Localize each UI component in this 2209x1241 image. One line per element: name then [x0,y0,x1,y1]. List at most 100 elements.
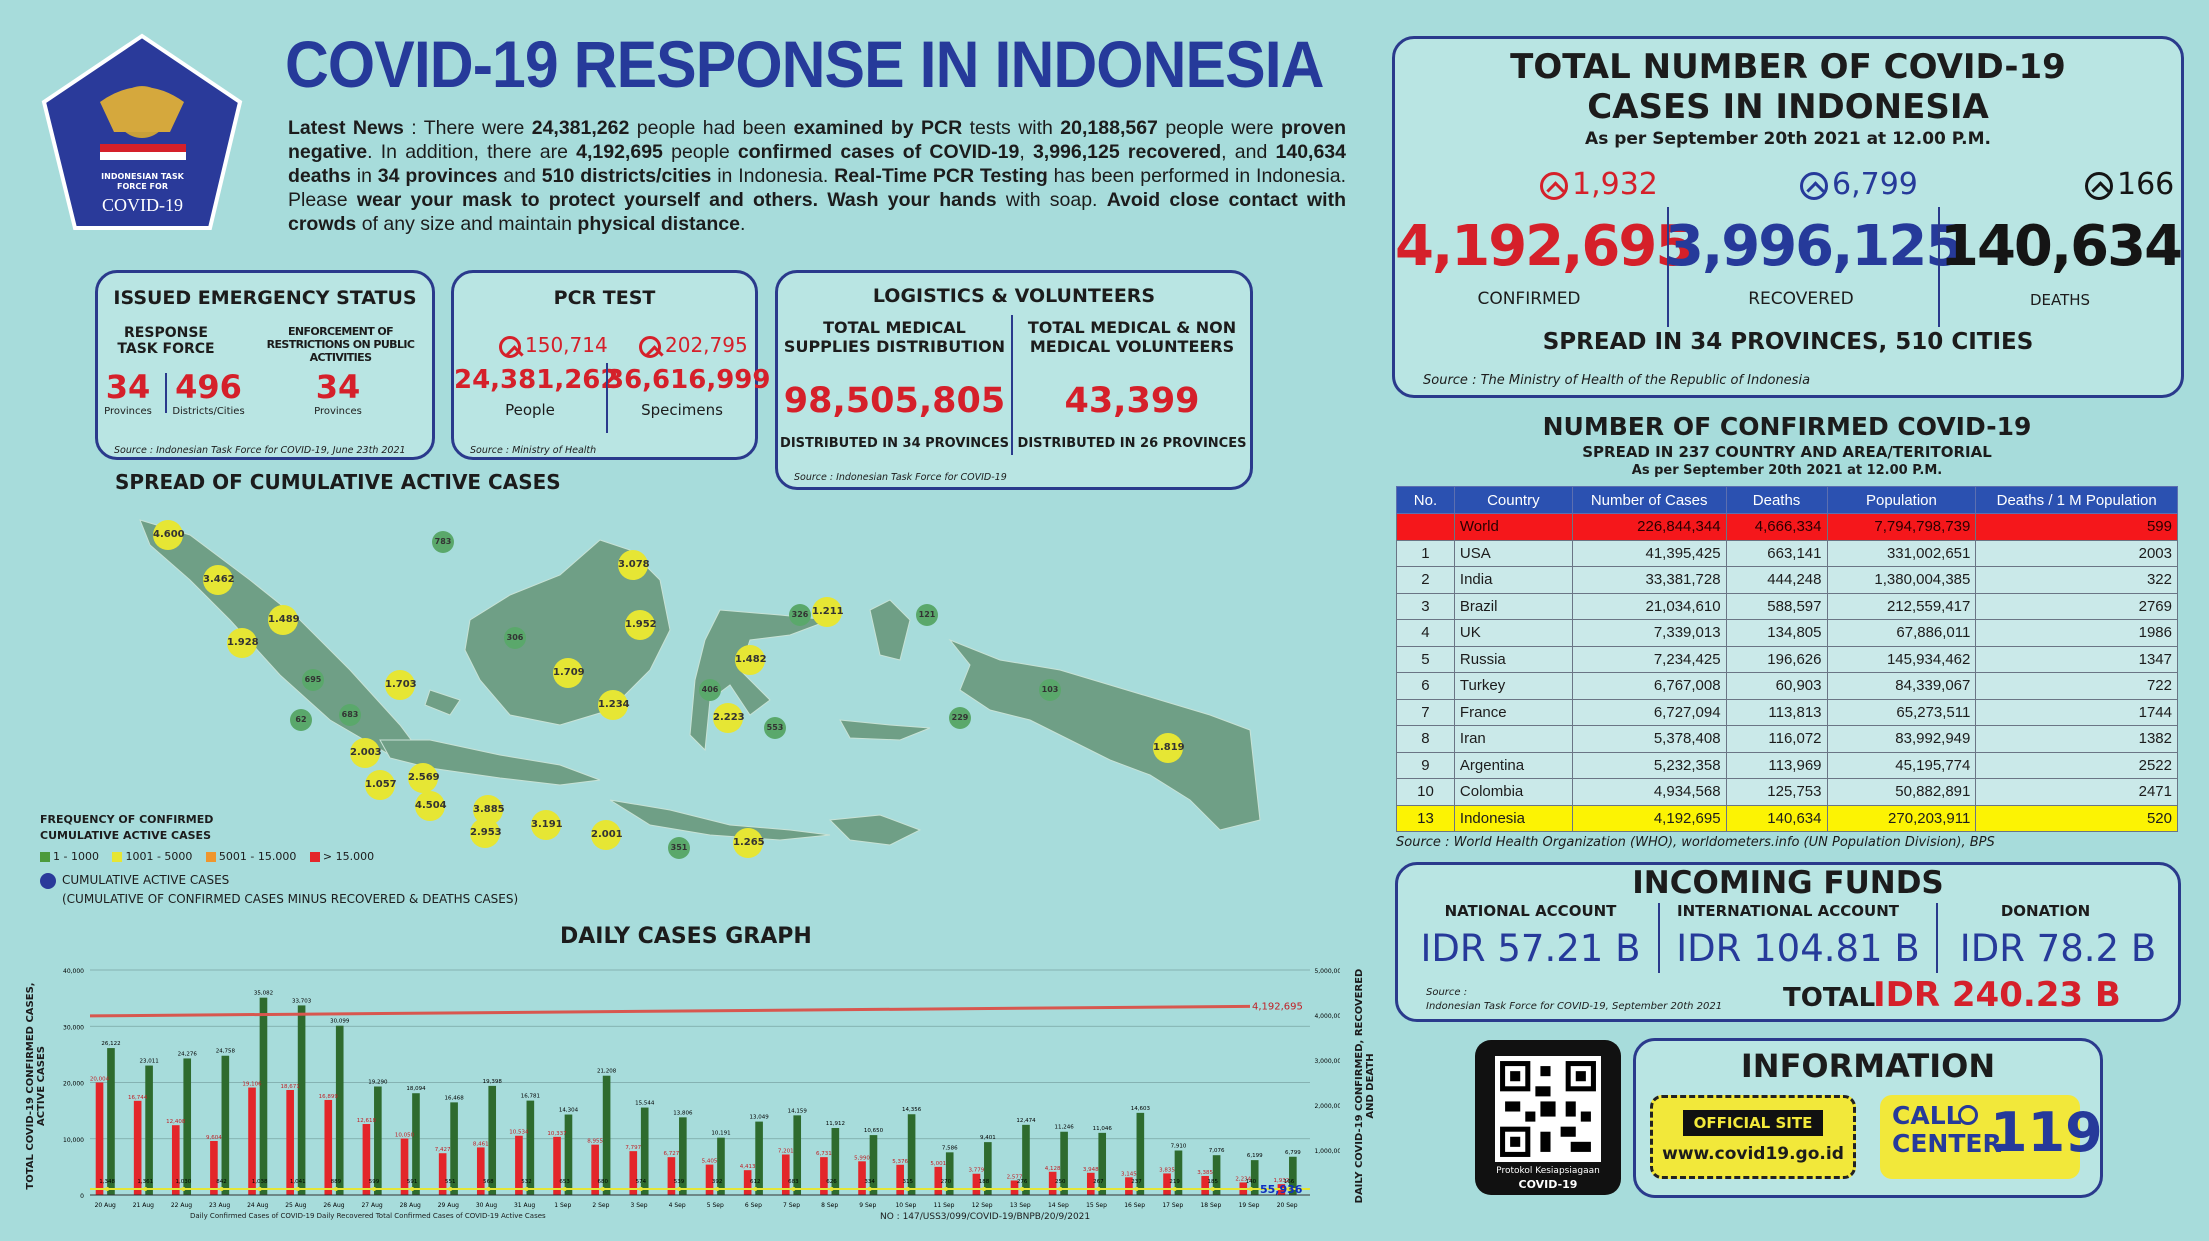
funds-total-label: TOTAL [1783,983,1876,1013]
pcr-specimens-label: Specimens [641,401,723,419]
y-tick-label: 30,000 [63,1024,84,1031]
call-center-button[interactable]: CALL CENTER 119 [1880,1095,2103,1179]
label-deaths: 653 [559,1179,570,1185]
label-deaths: 392 [712,1179,723,1185]
x-tick-label: 14 Sep [1048,1202,1069,1209]
label-deaths: DEATHS [2029,291,2091,309]
x-tick-label: 27 Aug [361,1202,382,1209]
logistics-d2: DISTRIBUTED IN 26 PROVINCES [1017,436,1247,451]
cum-title: CUMULATIVE ACTIVE CASES [62,873,230,887]
map-point: 1.952 [625,610,657,640]
map-point: 3.462 [203,565,235,595]
active-cases-dot-icon [40,873,56,889]
label-confirmed: 3,948 [1083,1167,1099,1173]
qr-code-icon[interactable] [1495,1056,1601,1162]
x-tick-label: 13 Sep [1010,1202,1031,1209]
bar-confirmed [934,1166,943,1195]
table-cell: 10 [1396,778,1455,806]
pcr-people: 24,381,262 [454,365,619,395]
bar-confirmed [1125,1177,1133,1195]
label-confirmed: 1,932 [1274,1178,1290,1184]
label-recovered: RECOVERED [1748,289,1854,309]
label-recovered: 9,401 [980,1135,996,1141]
label-deaths: 1,041 [290,1179,306,1185]
table-cell: Indonesia [1453,804,1573,832]
table-row: 2 India 33,381,728 444,248 1,380,004,385 322 [1396,566,2178,594]
label-recovered: 12,474 [1016,1118,1036,1124]
bar-recovered [564,1114,573,1195]
label-confirmed: 6,727 [664,1151,680,1157]
news-text: . In addition, there are [367,141,577,163]
call-center-number[interactable]: 119 [1990,1101,2103,1164]
label-recovered: 26,122 [101,1041,120,1047]
logo-line2: FORCE FOR [117,182,168,191]
label-recovered: 10,650 [864,1128,884,1134]
map-point: 326 [789,604,811,626]
table-cell: 331,002,651 [1826,539,1977,567]
table-cell: 8 [1396,725,1455,753]
news-text: confirmed cases of COVID-19 [737,141,1020,163]
label-recovered: 23,011 [139,1059,158,1065]
table-cell: 33,381,728 [1571,566,1727,594]
label-confirmed: 3,835 [1159,1167,1175,1173]
divider [1667,207,1669,327]
logistics-c1: TOTAL MEDICAL SUPPLIES DISTRIBUTION [783,318,1006,356]
x-tick-label: 20 Sep [1277,1202,1298,1209]
news-text: Avoid close contact with crowds [288,189,1346,235]
table-cell: 41,395,425 [1571,539,1727,567]
table-cell: 145,934,462 [1826,645,1977,673]
col-header: No. [1396,486,1455,514]
bar-confirmed [858,1161,866,1195]
official-site-button[interactable]: OFFICIAL SITE www.covid19.go.id [1650,1095,1856,1179]
map-point: 1.482 [735,645,767,675]
label-recovered: 14,603 [1131,1106,1151,1112]
funds-source1: Source : [1426,987,1468,998]
table-cell: 45,195,774 [1826,751,1977,779]
table-cell: 67,886,011 [1826,619,1977,647]
emergency-v2: 496 [175,368,242,406]
table-cell: 4,666,334 [1725,513,1828,541]
news-text: and [497,165,542,187]
emergency-col1: RESPONSE TASK FORCE [117,325,215,357]
emergency-status-card: ISSUED EMERGENCY STATUS RESPONSE TASK FO… [95,270,435,460]
label-confirmed: 7,797 [625,1145,641,1151]
table-cell: 134,805 [1725,619,1828,647]
table-cell: 6 [1396,672,1455,700]
map-point: 2.001 [591,820,623,850]
pcr-test-card: PCR TEST 150,714 202,795 24,381,262 36,6… [451,270,770,460]
label-recovered: 18,094 [406,1086,426,1092]
label-recovered: 24,758 [216,1049,236,1055]
label-confirmed: 8,955 [587,1139,603,1145]
x-tick-label: 12 Sep [972,1202,993,1209]
divider [1658,903,1660,973]
map-point: 1.265 [733,828,765,858]
label-deaths: 250 [1055,1179,1066,1185]
col-header: Deaths / 1 M Population [1975,486,2178,514]
y2-tick-label: 2,000,000 [1314,1103,1340,1110]
bar-recovered [945,1152,954,1195]
table-cell: 6,727,094 [1571,698,1727,726]
map-point: 62 [290,709,312,731]
table-cell: 13 [1396,804,1455,832]
task-force-logo: INDONESIAN TASK FORCE FOR COVID-19 [40,32,245,232]
label-recovered: 6,199 [1247,1153,1263,1159]
label-recovered: 30,099 [330,1019,350,1025]
label-deaths: 1,030 [176,1179,192,1185]
x-tick-label: 3 Sep [630,1202,647,1209]
news-text: 34 provinces [377,165,498,187]
pcr-inc2-value: 202,795 [665,333,748,357]
bar-confirmed [667,1157,676,1195]
logistics-d1: DISTRIBUTED IN 34 PROVINCES [780,436,1009,451]
table-cell: 84,339,067 [1826,672,1977,700]
bar-confirmed [400,1138,409,1195]
official-site-url[interactable]: www.covid19.go.id [1662,1144,1844,1164]
table-cell: 3 [1396,592,1455,620]
table-cell: Russia [1453,645,1573,673]
y-tick-label: 10,000 [63,1137,84,1144]
label-deaths: 1,038 [252,1179,268,1185]
qr-card[interactable]: Protokol Kesiapsiagaan COVID-19 [1475,1040,1621,1195]
bar-recovered [335,1025,344,1195]
y2-tick-label: 4,000,000 [1314,1013,1340,1020]
increase-icon [499,335,521,358]
bar-recovered [488,1085,497,1195]
